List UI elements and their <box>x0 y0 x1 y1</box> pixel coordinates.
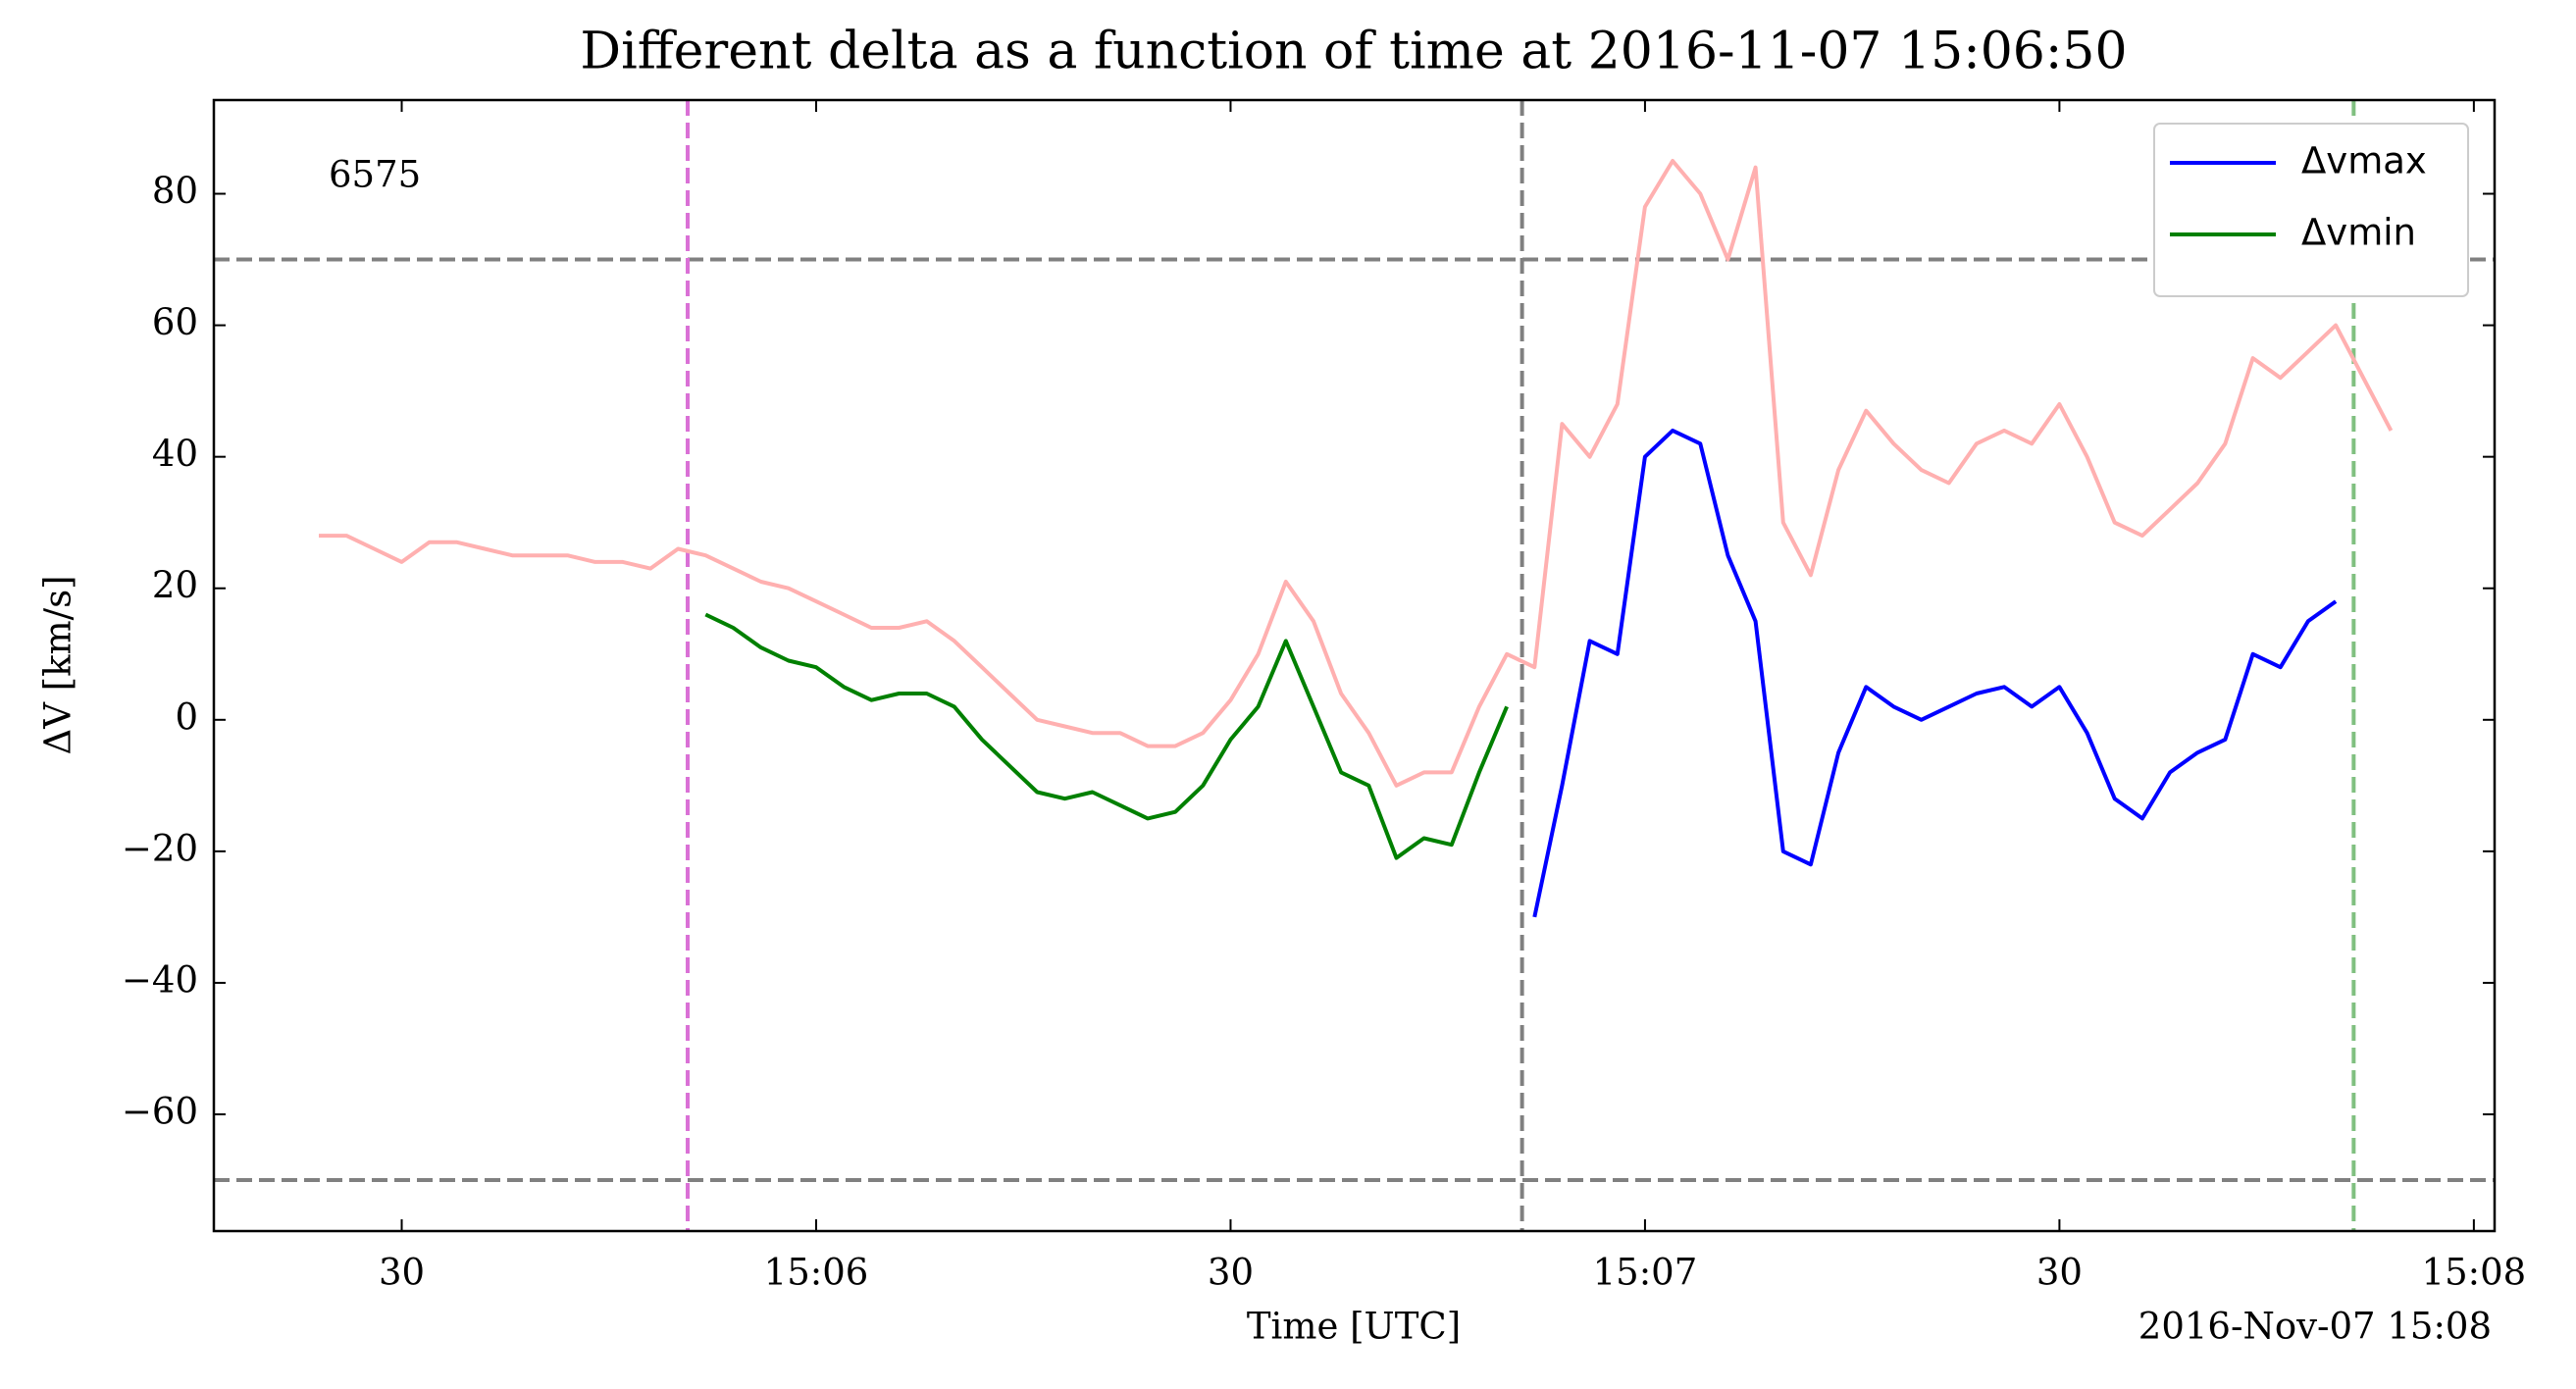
x-tick-label: 15:07 <box>1593 1252 1698 1294</box>
legend-label: Δvmin <box>2301 212 2416 254</box>
y-axis-label: ΔV [km/s] <box>37 575 79 754</box>
y-tick-label: −40 <box>122 958 198 1001</box>
x-tick-label: 30 <box>379 1252 425 1294</box>
data-line <box>1532 428 2338 918</box>
legend-label: Δvmax <box>2301 140 2427 182</box>
x-tick-label: 15:08 <box>2422 1252 2527 1294</box>
data-line <box>704 612 1509 860</box>
x-tick-label: 15:06 <box>764 1252 869 1294</box>
chart-title: Different delta as a function of time at… <box>580 23 2127 81</box>
x-axis-label: Time [UTC] <box>1247 1306 1461 1348</box>
annotation: 6575 <box>329 154 421 196</box>
x-tick-label: 30 <box>1208 1252 1254 1294</box>
y-tick-label: −60 <box>122 1091 198 1133</box>
data-line <box>319 159 2394 788</box>
y-tick-label: 60 <box>152 301 198 343</box>
legend-box <box>2153 123 2469 297</box>
y-tick-label: 40 <box>152 433 198 475</box>
y-tick-label: 80 <box>152 170 198 212</box>
offset-label: 2016-Nov-07 15:08 <box>2138 1306 2492 1348</box>
x-tick-label: 30 <box>2036 1252 2083 1294</box>
y-tick-label: 20 <box>152 564 198 606</box>
plot-frame <box>212 98 2497 1233</box>
y-tick-label: −20 <box>122 827 198 869</box>
y-tick-label: 0 <box>175 695 198 738</box>
legend: Δvmax Δvmin <box>2153 123 2469 297</box>
